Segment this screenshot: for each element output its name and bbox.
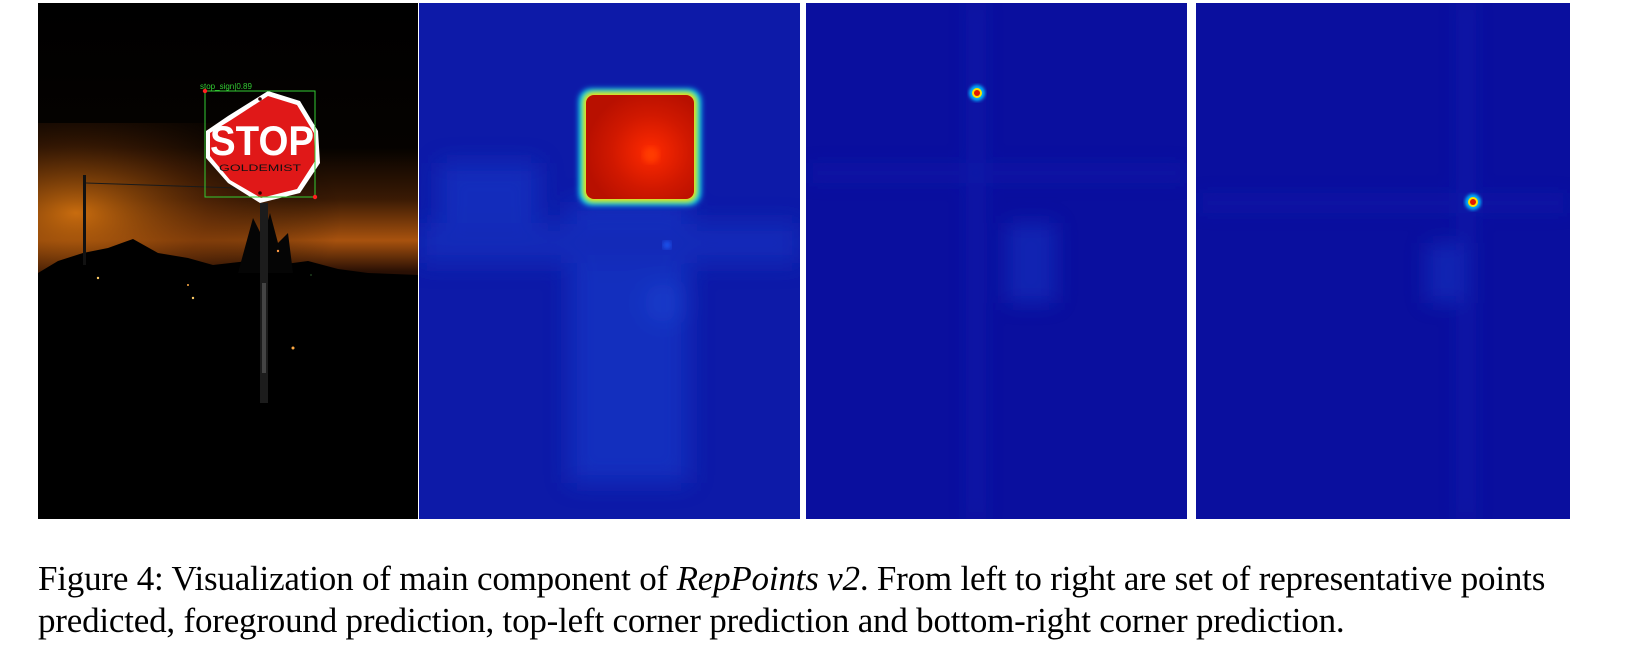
caption-rest: . From left to right are set of represen… (38, 559, 1546, 640)
detection-bounding-box (204, 90, 316, 198)
stop-sign-photo: STOP GOLDEMIST stop_sign|0.89 (38, 3, 418, 519)
representative-point (202, 88, 208, 94)
top-left-corner-heatmap-panel (806, 3, 1187, 519)
representative-point (258, 191, 262, 195)
foreground-heatmap (419, 3, 800, 519)
stop-sign-graffiti: GOLDEMIST (219, 163, 302, 173)
bottom-right-corner-heatmap-panel (1196, 3, 1570, 519)
representative-points-panel: STOP GOLDEMIST stop_sign|0.89 (38, 3, 418, 519)
bottom-right-corner-heatmap (1196, 3, 1570, 519)
detection-label: stop_sign|0.89 (200, 82, 252, 91)
figure-caption: Figure 4: Visualization of main componen… (38, 558, 1598, 642)
representative-point (258, 97, 262, 101)
representative-point (312, 194, 318, 200)
top-left-corner-heatmap (806, 3, 1187, 519)
caption-method-name: RepPoints v2 (676, 559, 860, 598)
foreground-heatmap-panel (419, 3, 800, 519)
caption-prefix: Figure 4: Visualization of main componen… (38, 559, 677, 598)
stop-sign-text: STOP (210, 117, 314, 164)
